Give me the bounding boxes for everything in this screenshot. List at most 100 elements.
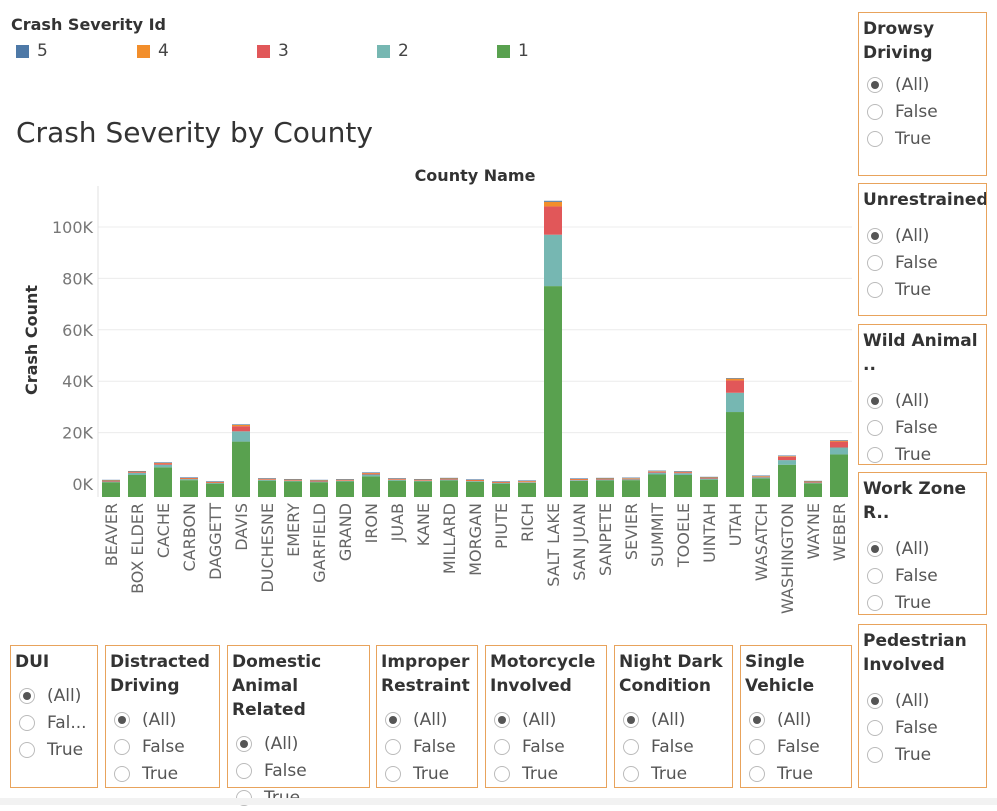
- bar-segment[interactable]: [648, 471, 666, 472]
- bar-segment[interactable]: [596, 479, 614, 481]
- radio-option-false[interactable]: False: [615, 733, 732, 760]
- bar-segment[interactable]: [414, 479, 432, 481]
- bar-segment[interactable]: [596, 480, 614, 497]
- bar-segment[interactable]: [388, 480, 406, 497]
- bar-segment[interactable]: [310, 481, 328, 482]
- bar-segment[interactable]: [466, 479, 484, 481]
- bar-segment[interactable]: [206, 482, 224, 484]
- bar-segment[interactable]: [440, 477, 458, 479]
- bar-segment[interactable]: [830, 454, 848, 497]
- bar-segment[interactable]: [570, 478, 588, 480]
- bar-segment[interactable]: [518, 480, 536, 482]
- bar-segment[interactable]: [362, 472, 380, 473]
- radio-option-all[interactable]: (All): [615, 706, 732, 733]
- bar-segment[interactable]: [232, 426, 250, 432]
- bar-segment[interactable]: [154, 464, 172, 468]
- bar-segment[interactable]: [726, 378, 744, 379]
- bar-segment[interactable]: [414, 478, 432, 480]
- bar-segment[interactable]: [570, 480, 588, 481]
- bar-segment[interactable]: [154, 467, 172, 497]
- radio-option-false[interactable]: Fal...: [11, 709, 97, 736]
- bar-segment[interactable]: [726, 380, 744, 393]
- bar-segment[interactable]: [284, 478, 302, 480]
- bar-segment[interactable]: [232, 424, 250, 425]
- bar-segment[interactable]: [336, 480, 354, 481]
- radio-option-true[interactable]: True: [486, 760, 606, 787]
- radio-option-true[interactable]: True: [741, 760, 851, 787]
- bar-segment[interactable]: [362, 473, 380, 475]
- radio-option-true[interactable]: True: [859, 589, 986, 616]
- bar-segment[interactable]: [284, 480, 302, 482]
- radio-option-all[interactable]: (All): [859, 535, 986, 562]
- bar-segment[interactable]: [414, 480, 432, 482]
- bar-segment[interactable]: [128, 472, 146, 476]
- radio-option-true[interactable]: True: [615, 760, 732, 787]
- bar-segment[interactable]: [362, 472, 380, 474]
- bar-segment[interactable]: [128, 471, 146, 473]
- radio-option-all[interactable]: (All): [859, 387, 986, 414]
- bar-segment[interactable]: [154, 462, 172, 464]
- bar-segment[interactable]: [388, 478, 406, 480]
- bar-segment[interactable]: [492, 481, 510, 483]
- bar-segment[interactable]: [388, 479, 406, 481]
- bar-segment[interactable]: [362, 476, 380, 497]
- radio-option-false[interactable]: False: [859, 98, 986, 125]
- bar-segment[interactable]: [284, 479, 302, 481]
- radio-option-all[interactable]: (All): [377, 706, 477, 733]
- bar-segment[interactable]: [778, 456, 796, 461]
- bar-segment[interactable]: [154, 463, 172, 465]
- bar-segment[interactable]: [492, 482, 510, 484]
- bar-segment[interactable]: [180, 478, 198, 480]
- radio-option-false[interactable]: False: [228, 757, 369, 784]
- radio-option-false[interactable]: False: [741, 733, 851, 760]
- bar-segment[interactable]: [830, 440, 848, 441]
- radio-option-false[interactable]: False: [859, 249, 986, 276]
- bar-segment[interactable]: [622, 478, 640, 479]
- bar-segment[interactable]: [258, 479, 276, 480]
- bar-segment[interactable]: [544, 201, 562, 207]
- bar-segment[interactable]: [180, 480, 198, 497]
- bar-segment[interactable]: [232, 431, 250, 442]
- bar-segment[interactable]: [544, 234, 562, 287]
- bar-segment[interactable]: [752, 476, 770, 478]
- bar-segment[interactable]: [128, 475, 146, 497]
- bar-segment[interactable]: [648, 470, 666, 472]
- radio-option-true[interactable]: True: [859, 741, 986, 768]
- bar-segment[interactable]: [674, 475, 692, 497]
- radio-option-true[interactable]: True: [106, 760, 219, 787]
- bar-segment[interactable]: [830, 440, 848, 442]
- bar-segment[interactable]: [518, 482, 536, 497]
- bar-segment[interactable]: [518, 481, 536, 482]
- bar-segment[interactable]: [466, 479, 484, 480]
- bar-segment[interactable]: [258, 478, 276, 480]
- legend-item-1[interactable]: 1: [497, 41, 529, 61]
- bar-segment[interactable]: [258, 480, 276, 497]
- bar-segment[interactable]: [128, 470, 146, 472]
- bar-segment[interactable]: [414, 480, 432, 481]
- bar-segment[interactable]: [310, 481, 328, 483]
- bar-segment[interactable]: [648, 472, 666, 475]
- bar-segment[interactable]: [466, 481, 484, 497]
- bar-segment[interactable]: [362, 474, 380, 477]
- radio-option-false[interactable]: False: [377, 733, 477, 760]
- radio-option-true[interactable]: True: [11, 736, 97, 763]
- bar-segment[interactable]: [778, 464, 796, 497]
- bar-segment[interactable]: [700, 478, 718, 479]
- radio-option-all[interactable]: (All): [106, 706, 219, 733]
- bar-segment[interactable]: [622, 477, 640, 479]
- radio-option-false[interactable]: False: [106, 733, 219, 760]
- bar-segment[interactable]: [596, 478, 614, 480]
- bar-segment[interactable]: [726, 412, 744, 497]
- bar-segment[interactable]: [778, 460, 796, 465]
- radio-option-all[interactable]: (All): [741, 706, 851, 733]
- bar-segment[interactable]: [492, 483, 510, 497]
- radio-option-true[interactable]: True: [859, 125, 986, 152]
- bar-segment[interactable]: [310, 479, 328, 481]
- bar-segment[interactable]: [388, 479, 406, 480]
- bar-segment[interactable]: [570, 480, 588, 497]
- bar-segment[interactable]: [466, 481, 484, 482]
- radio-option-all[interactable]: (All): [859, 687, 986, 714]
- bar-segment[interactable]: [128, 472, 146, 473]
- bar-segment[interactable]: [804, 481, 822, 483]
- bar-segment[interactable]: [700, 476, 718, 478]
